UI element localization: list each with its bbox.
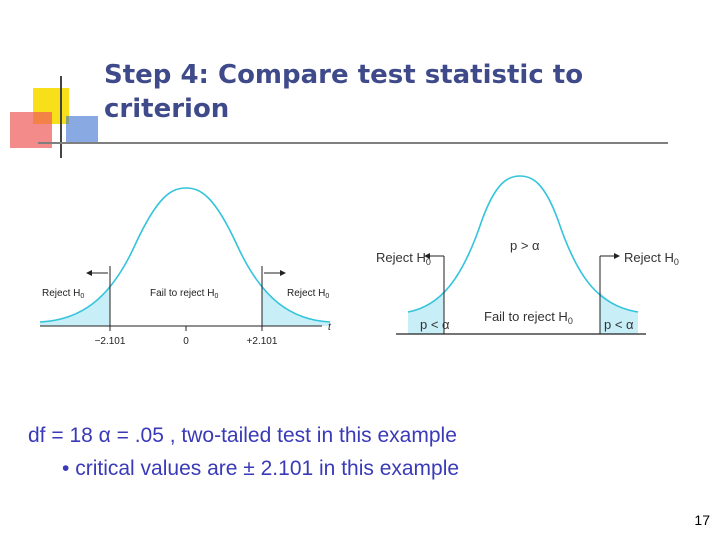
deco-vertical-line — [60, 76, 62, 158]
p-less-right-label: p < α — [604, 317, 634, 332]
right-left-tail-shade — [408, 292, 444, 334]
p-reject-right-label: Reject H0 — [624, 250, 679, 267]
tick-label-plus: +2.101 — [247, 336, 278, 347]
left-reject-label: Reject H0 — [42, 288, 84, 300]
left-tail-shade — [40, 285, 110, 326]
p-greater-label: p > α — [510, 238, 540, 253]
right-reject-arrowhead — [280, 270, 286, 276]
axis-t-label: t — [328, 322, 332, 333]
right-right-arrowhead — [614, 253, 620, 259]
bullet-marker: • — [62, 457, 70, 480]
df-alpha-statement: df = 18 α = .05 , two-tailed test in thi… — [28, 424, 457, 447]
p-reject-left-label: Reject H0 — [376, 250, 431, 267]
right-normal-curve — [407, 175, 639, 313]
left-fail-label: Fail to reject H0 — [150, 288, 218, 300]
left-reject-right-label: Reject H0 — [287, 288, 329, 300]
critical-values-bullet: • critical values are ± 2.101 in this ex… — [62, 457, 702, 481]
right-tail-shade — [262, 285, 330, 326]
page-number: 17 — [694, 512, 710, 528]
tick-label-zero: 0 — [183, 336, 189, 347]
p-fail-label: Fail to reject H0 — [484, 309, 573, 326]
bullet-text: critical values are ± 2.101 in this exam… — [75, 457, 460, 480]
deco-square-blue — [66, 116, 98, 142]
left-normal-curve — [39, 187, 331, 323]
slide-title: Step 4: Compare test statistic to criter… — [104, 60, 584, 124]
title-divider — [38, 142, 668, 144]
p-less-left-label: p < α — [420, 317, 450, 332]
left-reject-arrowhead — [86, 270, 92, 276]
tick-label-minus: −2.101 — [95, 336, 126, 347]
right-left-arrowhead — [424, 253, 430, 259]
